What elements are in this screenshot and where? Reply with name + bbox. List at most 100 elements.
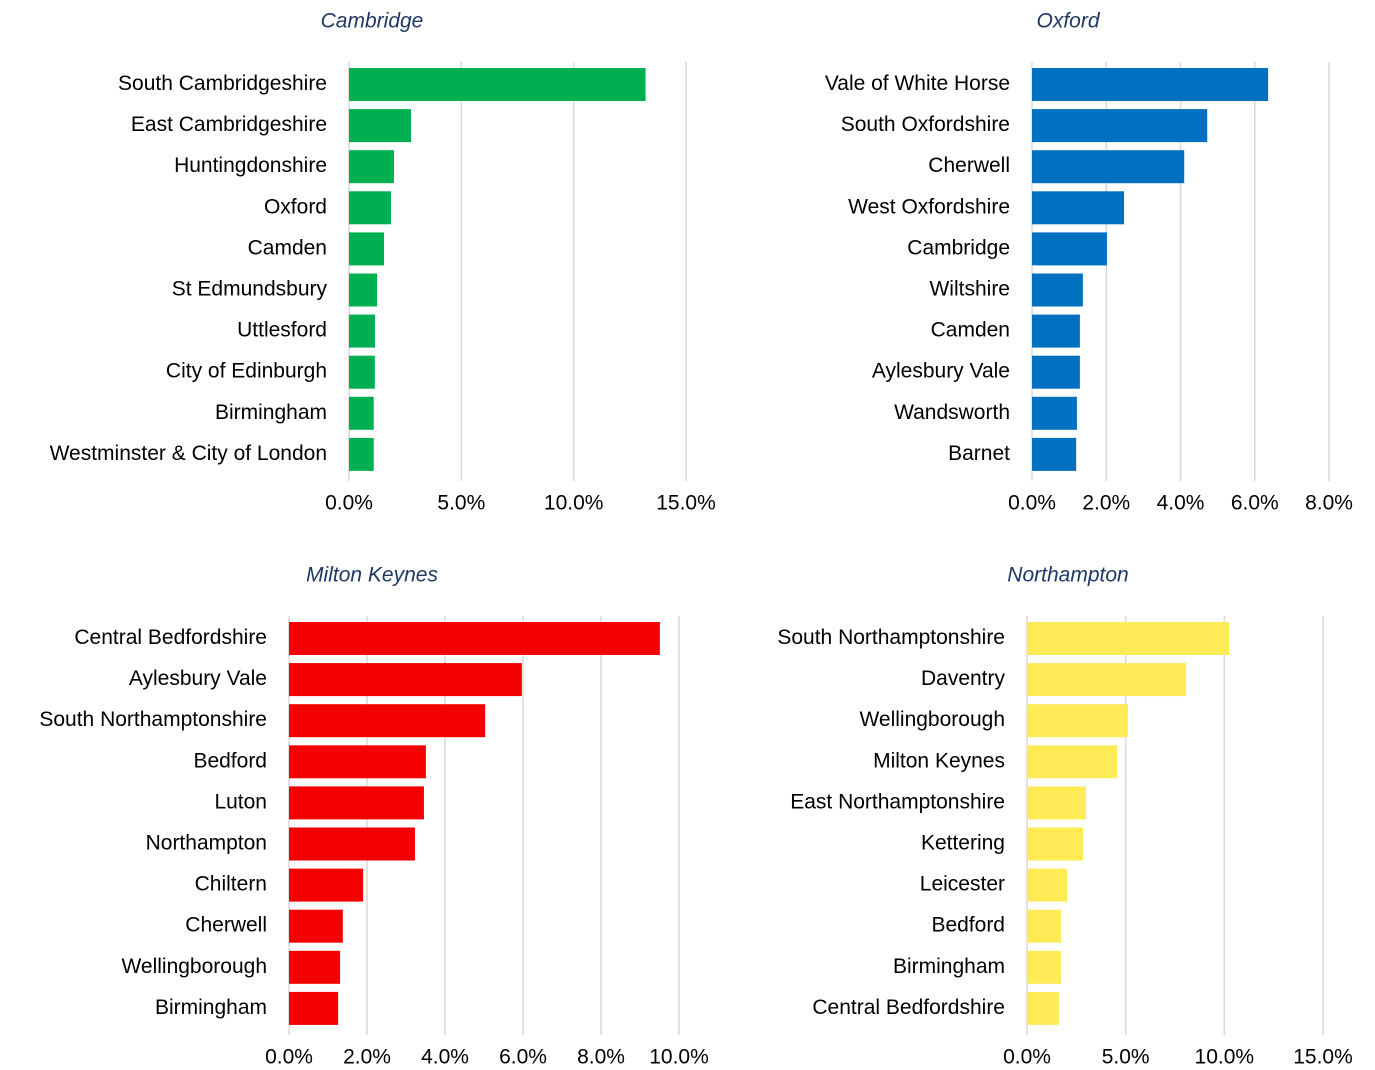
bar bbox=[349, 396, 374, 430]
bar bbox=[1032, 191, 1125, 225]
y-tick-label: Wandsworth bbox=[894, 401, 1010, 424]
y-tick-label: Bedford bbox=[193, 749, 267, 772]
bar bbox=[289, 663, 522, 697]
x-tick-label: 5.0% bbox=[437, 492, 485, 515]
y-tick-label: West Oxfordshire bbox=[848, 195, 1010, 218]
y-tick-label: Daventry bbox=[921, 667, 1006, 690]
x-tick-label: 0.0% bbox=[265, 1046, 313, 1069]
bar bbox=[289, 909, 343, 943]
y-tick-label: Central Bedfordshire bbox=[74, 626, 267, 649]
bar bbox=[1027, 950, 1061, 984]
x-tick-label: 0.0% bbox=[325, 492, 373, 515]
y-tick-label: Milton Keynes bbox=[873, 749, 1005, 772]
y-tick-label: Huntingdonshire bbox=[174, 154, 327, 177]
y-tick-label: St Edmundsbury bbox=[172, 278, 328, 301]
bar bbox=[1032, 68, 1269, 101]
bar bbox=[349, 109, 412, 143]
bar bbox=[1032, 109, 1208, 143]
y-tick-label: Birmingham bbox=[215, 401, 327, 424]
bar bbox=[1027, 622, 1230, 655]
x-tick-label: 10.0% bbox=[1195, 1046, 1255, 1069]
bar bbox=[1032, 355, 1080, 389]
y-tick-label: Bedford bbox=[931, 914, 1005, 937]
y-tick-label: Luton bbox=[214, 790, 267, 813]
bar bbox=[349, 150, 394, 184]
y-tick-label: Birmingham bbox=[893, 955, 1005, 978]
bar bbox=[1032, 150, 1185, 184]
x-tick-label: 8.0% bbox=[577, 1046, 625, 1069]
x-tick-label: 2.0% bbox=[1082, 492, 1130, 515]
y-tick-label: East Cambridgeshire bbox=[131, 113, 327, 136]
y-tick-label: Wellingborough bbox=[859, 708, 1005, 731]
bar bbox=[1027, 663, 1187, 697]
y-tick-label: Aylesbury Vale bbox=[872, 360, 1010, 383]
bar bbox=[1027, 704, 1129, 738]
bar bbox=[1027, 786, 1087, 820]
bar bbox=[1027, 909, 1061, 943]
x-tick-label: 4.0% bbox=[1157, 492, 1205, 515]
y-tick-label: South Oxfordshire bbox=[841, 113, 1010, 136]
y-tick-label: Camden bbox=[248, 236, 327, 259]
bar bbox=[1032, 232, 1107, 266]
y-tick-label: East Northamptonshire bbox=[790, 790, 1005, 813]
y-tick-label: Wiltshire bbox=[929, 278, 1010, 301]
y-tick-label: Chiltern bbox=[195, 873, 267, 896]
x-tick-label: 6.0% bbox=[499, 1046, 547, 1069]
y-tick-label: Cherwell bbox=[185, 914, 267, 937]
y-tick-label: Northampton bbox=[146, 832, 267, 855]
y-tick-label: Camden bbox=[931, 319, 1010, 342]
bar bbox=[349, 314, 376, 348]
bar bbox=[1032, 273, 1083, 307]
bar bbox=[1032, 396, 1077, 430]
y-tick-label: Westminster & City of London bbox=[50, 442, 327, 465]
x-tick-label: 10.0% bbox=[544, 492, 604, 515]
x-tick-label: 8.0% bbox=[1305, 492, 1353, 515]
x-tick-label: 2.0% bbox=[343, 1046, 391, 1069]
bar bbox=[289, 622, 660, 655]
x-tick-label: 6.0% bbox=[1231, 492, 1279, 515]
bar bbox=[289, 745, 426, 779]
y-tick-label: South Northamptonshire bbox=[777, 626, 1005, 649]
bar bbox=[289, 827, 415, 861]
bar bbox=[1032, 437, 1077, 471]
x-tick-label: 15.0% bbox=[1293, 1046, 1353, 1069]
x-tick-label: 15.0% bbox=[656, 492, 716, 515]
y-tick-label: Central Bedfordshire bbox=[812, 996, 1005, 1019]
y-tick-label: Birmingham bbox=[155, 996, 267, 1019]
y-tick-label: Kettering bbox=[921, 832, 1005, 855]
y-tick-label: Vale of White Horse bbox=[825, 72, 1010, 95]
bar bbox=[349, 232, 385, 266]
y-tick-label: Oxford bbox=[264, 195, 327, 218]
y-tick-label: City of Edinburgh bbox=[166, 360, 327, 383]
y-tick-label: Cambridge bbox=[907, 236, 1010, 259]
bar bbox=[349, 273, 378, 307]
bar bbox=[349, 437, 374, 471]
bar bbox=[289, 868, 364, 902]
bar bbox=[289, 786, 424, 820]
bar bbox=[1027, 827, 1084, 861]
bar bbox=[1032, 314, 1080, 348]
bar bbox=[1027, 991, 1059, 1025]
chart-title: Northampton bbox=[1007, 564, 1128, 587]
y-tick-label: Cherwell bbox=[928, 154, 1010, 177]
bar bbox=[289, 991, 339, 1025]
x-tick-label: 5.0% bbox=[1102, 1046, 1150, 1069]
chart-title: Milton Keynes bbox=[306, 564, 438, 587]
y-tick-label: South Northamptonshire bbox=[39, 708, 267, 731]
x-tick-label: 0.0% bbox=[1003, 1046, 1051, 1069]
bar bbox=[349, 355, 375, 389]
bar bbox=[1027, 868, 1068, 902]
bar bbox=[349, 68, 646, 101]
bar bbox=[1027, 745, 1117, 779]
y-tick-label: Wellingborough bbox=[121, 955, 267, 978]
x-tick-label: 0.0% bbox=[1008, 492, 1056, 515]
bar bbox=[289, 950, 341, 984]
chart-title: Cambridge bbox=[321, 10, 424, 33]
y-tick-label: South Cambridgeshire bbox=[118, 72, 327, 95]
x-tick-label: 4.0% bbox=[421, 1046, 469, 1069]
bar bbox=[289, 704, 486, 738]
chart-title: Oxford bbox=[1036, 10, 1100, 33]
bar bbox=[349, 191, 392, 225]
y-tick-label: Barnet bbox=[948, 442, 1010, 465]
